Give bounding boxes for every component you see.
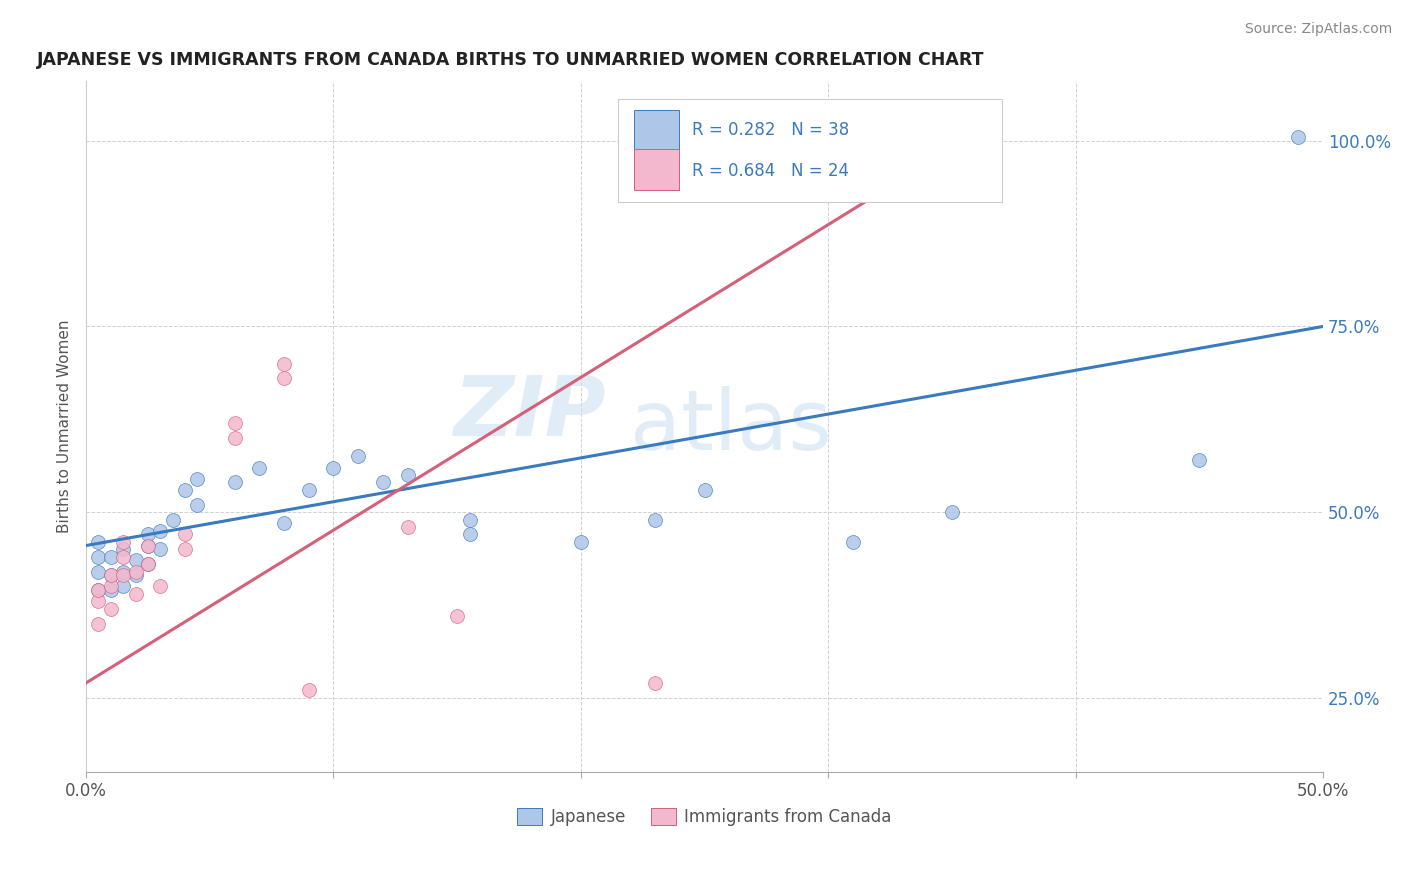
Point bbox=[149, 579, 172, 593]
Point bbox=[162, 512, 184, 526]
Point bbox=[136, 539, 159, 553]
Point bbox=[446, 609, 468, 624]
Text: Source: ZipAtlas.com: Source: ZipAtlas.com bbox=[1244, 22, 1392, 37]
Point bbox=[273, 516, 295, 531]
Point bbox=[298, 683, 321, 698]
Point bbox=[100, 549, 122, 564]
Point bbox=[87, 583, 110, 598]
Point bbox=[224, 431, 246, 445]
Point bbox=[186, 472, 208, 486]
Point bbox=[644, 676, 666, 690]
Legend: Japanese, Immigrants from Canada: Japanese, Immigrants from Canada bbox=[510, 801, 898, 833]
Point bbox=[347, 450, 370, 464]
Point bbox=[100, 601, 122, 615]
Point bbox=[136, 557, 159, 571]
Point bbox=[136, 539, 159, 553]
Point bbox=[149, 524, 172, 538]
Point bbox=[1286, 130, 1309, 145]
Point bbox=[112, 542, 135, 557]
Point bbox=[941, 505, 963, 519]
Point bbox=[322, 460, 344, 475]
Text: ZIP: ZIP bbox=[453, 372, 606, 453]
Point bbox=[112, 549, 135, 564]
Point bbox=[112, 565, 135, 579]
Point bbox=[112, 534, 135, 549]
Text: atlas: atlas bbox=[630, 386, 832, 467]
FancyBboxPatch shape bbox=[634, 110, 679, 151]
Point bbox=[298, 483, 321, 497]
Point bbox=[644, 512, 666, 526]
Point bbox=[458, 527, 481, 541]
Point bbox=[1188, 453, 1211, 467]
Point bbox=[124, 553, 146, 567]
Point bbox=[569, 534, 592, 549]
Point bbox=[174, 527, 197, 541]
Point bbox=[87, 583, 110, 598]
Y-axis label: Births to Unmarried Women: Births to Unmarried Women bbox=[58, 320, 72, 533]
Point bbox=[124, 568, 146, 582]
Point bbox=[174, 483, 197, 497]
Point bbox=[247, 460, 270, 475]
Point bbox=[224, 416, 246, 430]
Point bbox=[112, 568, 135, 582]
Point bbox=[693, 483, 716, 497]
Point bbox=[149, 542, 172, 557]
Text: R = 0.282   N = 38: R = 0.282 N = 38 bbox=[692, 120, 849, 138]
Point bbox=[136, 557, 159, 571]
Point bbox=[224, 475, 246, 490]
Point bbox=[124, 587, 146, 601]
FancyBboxPatch shape bbox=[619, 99, 1001, 202]
Point bbox=[396, 467, 419, 482]
Point bbox=[87, 594, 110, 608]
Point bbox=[124, 565, 146, 579]
Point bbox=[136, 527, 159, 541]
Point bbox=[87, 616, 110, 631]
Point bbox=[87, 565, 110, 579]
Point bbox=[100, 568, 122, 582]
FancyBboxPatch shape bbox=[634, 149, 679, 190]
Point bbox=[100, 579, 122, 593]
Point bbox=[100, 583, 122, 598]
Point bbox=[87, 534, 110, 549]
Point bbox=[87, 549, 110, 564]
Point bbox=[186, 498, 208, 512]
Point bbox=[371, 475, 394, 490]
Text: R = 0.684   N = 24: R = 0.684 N = 24 bbox=[692, 162, 849, 180]
Point bbox=[112, 579, 135, 593]
Point bbox=[273, 357, 295, 371]
Point bbox=[174, 542, 197, 557]
Point bbox=[842, 534, 865, 549]
Point bbox=[458, 512, 481, 526]
Point bbox=[273, 371, 295, 385]
Point bbox=[100, 568, 122, 582]
Point bbox=[396, 520, 419, 534]
Text: JAPANESE VS IMMIGRANTS FROM CANADA BIRTHS TO UNMARRIED WOMEN CORRELATION CHART: JAPANESE VS IMMIGRANTS FROM CANADA BIRTH… bbox=[37, 51, 984, 69]
